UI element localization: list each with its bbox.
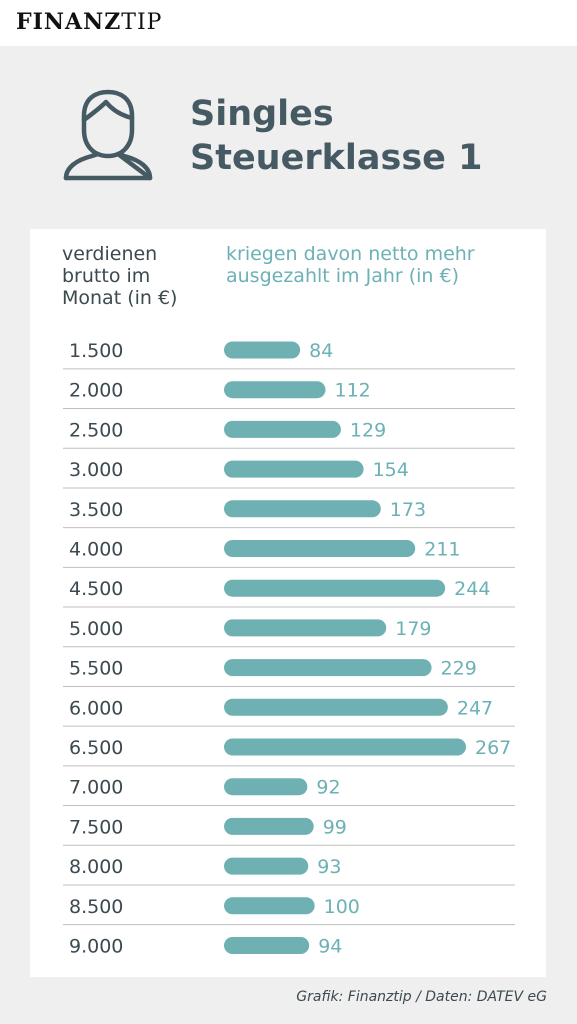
data-label: 179 <box>395 618 431 640</box>
category-label: 9.000 <box>69 936 123 958</box>
bar <box>224 857 309 875</box>
data-label: 229 <box>441 658 477 680</box>
category-label: 7.000 <box>69 777 123 799</box>
bar <box>224 897 315 915</box>
bar <box>224 540 416 557</box>
chart-title-line1: Singles <box>190 94 334 134</box>
data-label: 92 <box>316 777 340 799</box>
data-label: 100 <box>324 896 360 918</box>
category-label: 6.500 <box>69 737 123 759</box>
data-label: 173 <box>390 499 426 521</box>
bar <box>224 659 432 677</box>
category-label: 6.000 <box>69 697 123 719</box>
category-label: 8.500 <box>69 896 123 918</box>
data-label: 211 <box>424 539 460 561</box>
data-label: 244 <box>454 578 490 600</box>
bar <box>224 420 341 438</box>
source-note: Grafik: Finanztip / Daten: DATEV eG <box>296 989 547 1005</box>
brand-logo-part1: FINANZ <box>16 9 122 35</box>
chart-title-line2: Steuerklasse 1 <box>190 138 483 178</box>
bar <box>224 579 446 597</box>
category-label: 2.500 <box>69 419 123 441</box>
data-label: 247 <box>457 697 493 719</box>
bar <box>224 460 364 478</box>
person-icon <box>63 89 153 181</box>
data-label: 84 <box>309 340 333 362</box>
bar <box>224 619 387 637</box>
bar <box>224 381 326 399</box>
data-label: 129 <box>350 419 386 441</box>
bar <box>224 778 308 796</box>
category-label: 7.500 <box>69 816 123 838</box>
category-label: 5.500 <box>69 658 123 680</box>
category-label: 3.500 <box>69 499 123 521</box>
brand-logo: FINANZTIP <box>16 9 162 35</box>
column-header-gross: verdienen brutto im Monat (in €) <box>62 243 178 309</box>
bar <box>224 817 314 835</box>
category-label: 8.000 <box>69 856 123 878</box>
category-label: 4.500 <box>69 578 123 600</box>
data-label: 99 <box>323 816 347 838</box>
bar <box>224 500 381 518</box>
category-label: 3.000 <box>69 459 123 481</box>
data-label: 94 <box>318 936 342 958</box>
data-label: 267 <box>475 737 511 759</box>
chart-title: Singles Steuerklasse 1 <box>190 92 482 180</box>
bar <box>224 698 448 716</box>
category-label: 5.000 <box>69 618 123 640</box>
bar <box>224 937 310 954</box>
category-label: 2.000 <box>69 380 123 402</box>
data-label: 154 <box>373 459 409 481</box>
category-label: 4.000 <box>69 539 123 561</box>
top-bar: FINANZTIP <box>0 0 577 46</box>
category-label: 1.500 <box>69 340 123 362</box>
bar <box>224 341 301 359</box>
data-label: 112 <box>335 380 371 402</box>
brand-logo-part2: TIP <box>121 10 163 35</box>
data-label: 93 <box>317 856 341 878</box>
bar <box>224 738 466 756</box>
column-header-net: kriegen davon netto mehr ausgezahlt im J… <box>226 243 475 287</box>
